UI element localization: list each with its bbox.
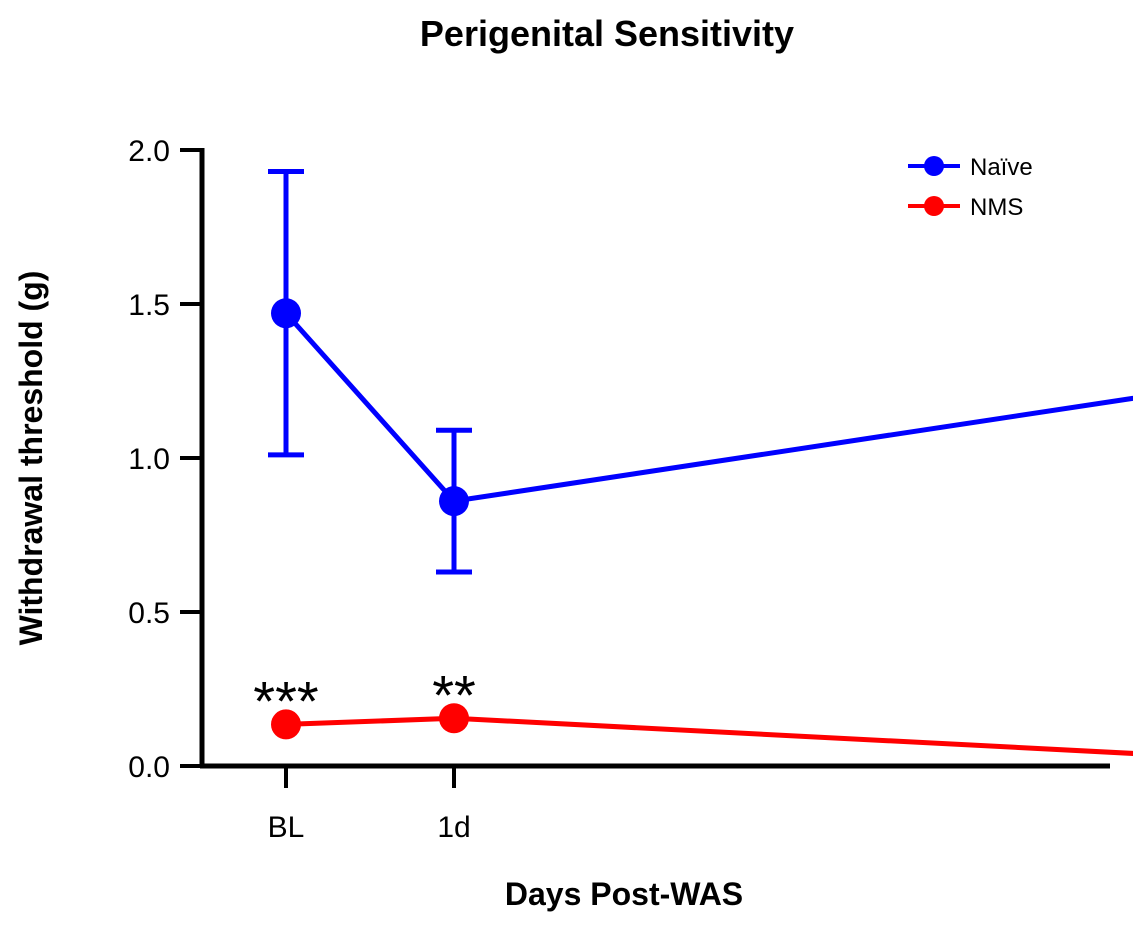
naive-point-bl xyxy=(271,298,301,329)
nms-point-bl xyxy=(271,709,301,740)
chart-title: Perigenital Sensitivity xyxy=(420,13,794,54)
y-tick-label-4: 2.0 xyxy=(128,135,170,168)
legend-naive-label: Naïve xyxy=(970,154,1033,181)
y-tick-label-3: 1.5 xyxy=(128,289,170,322)
naive-line xyxy=(284,311,1133,504)
annotation-1d-0: ** xyxy=(432,663,476,726)
x-axis-label: Days Post-WAS xyxy=(505,876,743,912)
nms-line xyxy=(285,715,1133,756)
legend-nms-marker xyxy=(924,196,944,216)
legend: Naïve NMS xyxy=(908,154,1033,221)
nms-point-1d xyxy=(439,703,469,734)
naive-point-1d xyxy=(439,486,469,517)
x-tick-label-bl: BL xyxy=(268,811,305,844)
legend-nms-label: NMS xyxy=(970,194,1023,221)
legend-naive-marker xyxy=(924,156,944,176)
y-tick-label-1: 0.5 xyxy=(128,597,170,630)
x-tick-label-1d: 1d xyxy=(437,811,470,844)
series-nms xyxy=(271,703,1133,756)
annotation-bl-0: *** xyxy=(253,669,318,732)
y-axis-label: Withdrawal threshold (g) xyxy=(13,271,49,646)
y-tick-label-2: 1.0 xyxy=(128,443,170,476)
series-naive xyxy=(268,169,1133,575)
y-tick-label-0: 0.0 xyxy=(128,751,170,784)
